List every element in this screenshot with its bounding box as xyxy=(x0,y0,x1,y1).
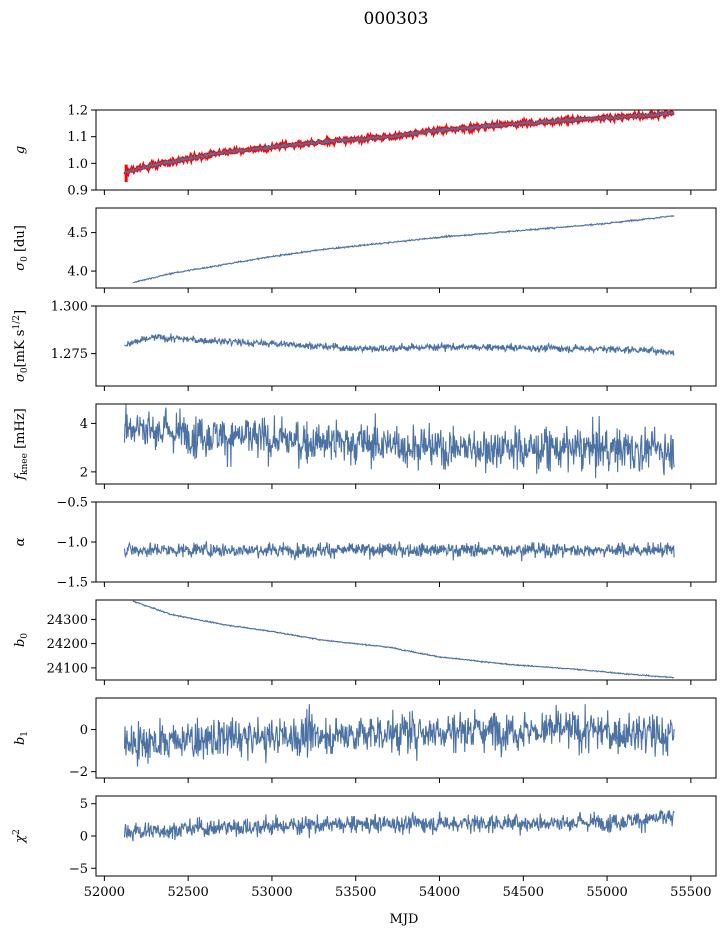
ytick-label-fknee-1: 4 xyxy=(80,417,88,432)
axes-frame-g xyxy=(95,109,717,191)
series-line-chi2 xyxy=(123,809,675,842)
panel-g: 0.9 1.0 1.1 1.2 g xyxy=(13,104,717,199)
ylabel-g: g xyxy=(13,146,28,154)
ylabel-b1: b1 xyxy=(13,731,30,745)
ytick-label-g-3: 1.2 xyxy=(67,104,88,119)
series-line-fknee xyxy=(123,404,675,479)
ytick-label-b1-1: 0 xyxy=(80,723,88,738)
xtick-label-2: 53000 xyxy=(251,885,292,900)
ylabel-chi2: χ2 xyxy=(12,829,28,844)
series-band-g xyxy=(123,110,675,178)
axes-frame-b0 xyxy=(95,599,717,681)
xtick-label-0: 52000 xyxy=(84,885,125,900)
ytick-label-sigma0-0: 4.0 xyxy=(67,265,88,280)
ylabel-b0: b0 xyxy=(13,633,30,647)
ytick-label-chi2-1: 0 xyxy=(80,830,88,845)
xtick-label-7: 55500 xyxy=(670,885,711,900)
ytick-label-b0-0: 24100 xyxy=(47,661,88,676)
series-line-g xyxy=(124,110,675,175)
ytick-label-sigma0-1: 4.5 xyxy=(67,226,88,241)
ytick-label-chi2-2: 5 xyxy=(80,797,88,812)
ytick-label-sigma0_mks-1: 1.300 xyxy=(51,300,88,315)
ylabel-alpha: α xyxy=(13,537,28,546)
xtick-label-3: 53500 xyxy=(335,885,376,900)
ytick-label-alpha-0: −1.5 xyxy=(56,576,88,591)
panel-alpha: −1.5 −1.0 −0.5 α xyxy=(13,496,717,591)
ytick-label-sigma0_mks-0: 1.275 xyxy=(51,347,88,362)
ytick-label-alpha-2: −0.5 xyxy=(56,496,88,511)
xtick-label-6: 55000 xyxy=(586,885,627,900)
panels-group: 0.9 1.0 1.1 1.2 g 4.0 4.5 σ0 [du] 1.275 1.300 σ0[m… xyxy=(12,104,717,900)
axes-frame-b1 xyxy=(95,697,717,779)
ylabel-sigma0_mks: σ0[mK s1/2] xyxy=(12,310,30,382)
panel-b1: −2 0 b1 xyxy=(13,697,717,783)
panel-sigma0_mks: 1.275 1.300 σ0[mK s1/2] xyxy=(12,300,717,391)
axes-frame-chi2 xyxy=(95,795,717,877)
ytick-label-b1-0: −2 xyxy=(69,765,88,780)
axes-frame-alpha xyxy=(95,501,717,583)
axes-frame-sigma0_mks xyxy=(95,305,717,387)
xtick-label-1: 52500 xyxy=(167,885,208,900)
axes-frame-fknee xyxy=(95,403,717,485)
ytick-label-b0-1: 24200 xyxy=(47,637,88,652)
panel-b0: 24100 24200 24300 b0 xyxy=(13,599,717,685)
series-line-b0 xyxy=(132,600,675,679)
xtick-label-5: 54500 xyxy=(503,885,544,900)
ytick-label-chi2-0: −5 xyxy=(69,862,88,877)
axes-frame-sigma0 xyxy=(95,207,717,289)
series-line-alpha xyxy=(123,541,675,562)
figure-title: 000303 xyxy=(364,9,429,29)
panel-sigma0: 4.0 4.5 σ0 [du] xyxy=(13,207,717,293)
ytick-label-fknee-0: 2 xyxy=(80,465,88,480)
series-line-sigma0_mks xyxy=(124,333,675,357)
panel-chi2: −5 0 5 χ2 52000 52500 53000 53500 54000 54500 5500… xyxy=(12,795,717,900)
ytick-label-g-1: 1.0 xyxy=(67,157,88,172)
ytick-label-b0-2: 24300 xyxy=(47,613,88,628)
xtick-label-4: 54000 xyxy=(419,885,460,900)
series-line-b1 xyxy=(123,704,675,767)
ylabel-sigma0: σ0 [du] xyxy=(13,225,30,271)
ytick-label-alpha-1: −1.0 xyxy=(56,536,88,551)
ylabel-fknee: fknee [mHz] xyxy=(13,408,30,481)
panel-fknee: 2 4 fknee [mHz] xyxy=(13,403,717,489)
ytick-label-g-0: 0.9 xyxy=(67,184,88,199)
ytick-label-g-2: 1.1 xyxy=(67,130,88,145)
x-axis-label: MJD xyxy=(390,912,419,927)
series-line-sigma0 xyxy=(132,215,675,284)
